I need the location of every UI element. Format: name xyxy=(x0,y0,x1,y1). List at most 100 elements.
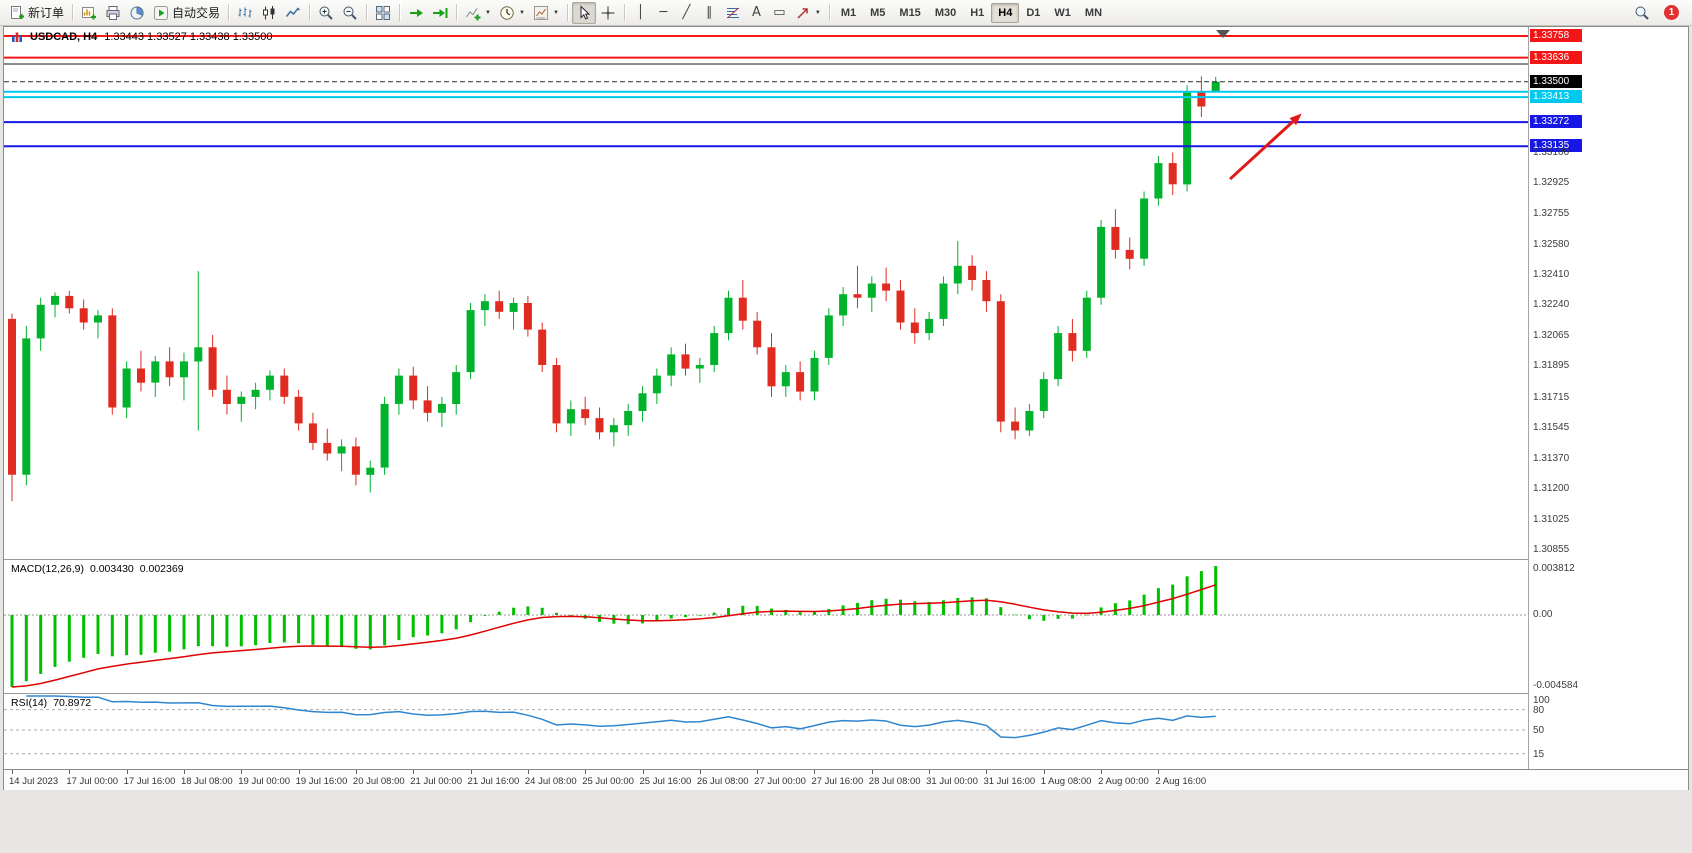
macd-panel[interactable] xyxy=(4,560,1528,693)
time-axis-label: 17 Jul 00:00 xyxy=(66,776,119,787)
timeframe-m30[interactable]: M30 xyxy=(934,6,957,19)
rsi-axis-label: 80 xyxy=(1533,704,1545,716)
time-axis-label: 1 Aug 08:00 xyxy=(1040,776,1092,787)
chart-shift-marker[interactable] xyxy=(1216,30,1230,38)
time-axis-label: 14 Jul 2023 xyxy=(9,776,59,787)
axis-tick-label: 1.32580 xyxy=(1533,238,1570,250)
chart-symbol-period: USDCAD, H4 xyxy=(30,31,98,43)
price-line-label: 1.33636 xyxy=(1530,50,1582,64)
profiles-button[interactable] xyxy=(101,2,125,24)
periods-icon xyxy=(499,5,515,21)
auto-scroll-button[interactable] xyxy=(404,2,428,24)
crosshair-button[interactable] xyxy=(596,2,620,24)
tile-windows-button[interactable] xyxy=(371,2,395,24)
candlestick-mode-button[interactable] xyxy=(257,2,281,24)
timeframe-m15[interactable]: M15 xyxy=(899,6,921,19)
axis-tick-label: 1.30855 xyxy=(1533,544,1570,555)
axis-tick-label: 1.32755 xyxy=(1533,207,1570,219)
panel-splitter-rsi[interactable] xyxy=(4,693,1688,694)
toolbar-separator xyxy=(828,4,830,21)
timeframe-m1[interactable]: M1 xyxy=(840,6,857,19)
market-watch-icon xyxy=(129,5,145,21)
timeframe-h1[interactable]: H1 xyxy=(970,6,985,19)
autotrading-label: 自动交易 xyxy=(172,6,221,20)
axis-tick-label: 1.31715 xyxy=(1533,391,1570,403)
autotrading-button[interactable]: 自动交易 xyxy=(149,2,224,24)
time-axis[interactable]: 14 Jul 2023 17 Jul 00:00 17 Jul 16:00 18 Ju… xyxy=(4,769,1688,790)
arrows-icon xyxy=(795,5,811,21)
indicators-icon xyxy=(465,5,481,21)
axis-tick-label: 1.31370 xyxy=(1533,452,1570,464)
periods-button[interactable]: ▼ xyxy=(495,2,529,24)
horizontal-line-button[interactable]: ─ xyxy=(652,2,675,24)
bar-chart-mode-button[interactable] xyxy=(233,2,257,24)
zoom-in-button[interactable] xyxy=(314,2,338,24)
trendline-button[interactable]: ╱ xyxy=(675,2,698,24)
text-button[interactable]: A xyxy=(745,2,768,24)
rsi-panel[interactable] xyxy=(4,694,1528,769)
templates-icon xyxy=(533,5,549,21)
search-icon[interactable] xyxy=(1634,5,1650,21)
time-tick xyxy=(241,770,243,774)
fibonacci-icon xyxy=(725,5,741,21)
time-axis-label: 27 Jul 16:00 xyxy=(811,776,864,787)
time-tick xyxy=(585,770,587,774)
tile-windows-icon xyxy=(375,5,391,21)
timeframe-d1[interactable]: D1 xyxy=(1026,6,1041,19)
trend-arrow-annotation[interactable] xyxy=(1229,113,1302,181)
chart-window: 1.33758 1.33636 1.33500 1.33413 1.33272 1.331… xyxy=(3,26,1689,790)
autotrading-icon xyxy=(153,5,169,21)
equidistant-channel-icon: ∥ xyxy=(706,5,713,20)
time-tick xyxy=(298,770,300,774)
timeframe-h4[interactable]: H4 xyxy=(991,2,1020,23)
macd-main-value: 0.003430 xyxy=(89,563,134,575)
cursor-icon xyxy=(576,5,592,21)
equidistant-channel-button[interactable]: ∥ xyxy=(698,2,721,24)
macd-name: MACD(12,26,9) xyxy=(11,563,84,575)
zoom-out-icon xyxy=(342,5,358,21)
chart-shift-button[interactable] xyxy=(428,2,452,24)
time-axis-label: 28 Jul 08:00 xyxy=(868,776,921,787)
fibonacci-button[interactable] xyxy=(721,2,745,24)
axis-tick-label: 1.31025 xyxy=(1533,513,1570,525)
time-tick xyxy=(986,770,988,774)
time-tick xyxy=(642,770,644,774)
auto-scroll-icon xyxy=(408,5,424,21)
timeframe-mn[interactable]: MN xyxy=(1084,6,1103,19)
rsi-axis-label: 15 xyxy=(1533,748,1545,760)
time-tick xyxy=(929,770,931,774)
new-order-icon xyxy=(9,5,25,21)
time-axis-label: 25 Jul 16:00 xyxy=(639,776,692,787)
price-axis[interactable]: 1.33758 1.33636 1.33500 1.33413 1.33272 1.331… xyxy=(1528,27,1688,769)
price-line-label: 1.33413 xyxy=(1530,90,1582,104)
arrows-button[interactable]: ▼ xyxy=(791,2,825,24)
new-chart-button[interactable] xyxy=(77,2,101,24)
text-label-icon: ▭ xyxy=(773,5,786,20)
panel-splitter-macd[interactable] xyxy=(4,559,1688,560)
arrows-caret-icon: ▼ xyxy=(814,9,821,16)
notification-badge[interactable]: 1 xyxy=(1664,5,1679,20)
time-tick xyxy=(12,770,13,774)
time-tick xyxy=(527,770,529,774)
rsi-indicator-label: RSI(14) 70.8972 xyxy=(11,697,97,709)
toolbar-separator xyxy=(366,4,368,21)
macd-axis-zero: 0.00 xyxy=(1533,608,1553,620)
text-label-button[interactable]: ▭ xyxy=(768,2,791,24)
time-tick xyxy=(355,770,357,774)
horizontal-lines-layer[interactable] xyxy=(4,35,1528,148)
price-chart-panel[interactable] xyxy=(4,27,1528,559)
time-axis-label: 19 Jul 00:00 xyxy=(238,776,291,787)
market-watch-button[interactable] xyxy=(125,2,149,24)
cursor-button[interactable] xyxy=(571,1,596,24)
templates-button[interactable]: ▼ xyxy=(529,2,563,24)
zoom-out-button[interactable] xyxy=(338,2,362,24)
timeframe-m5[interactable]: M5 xyxy=(870,6,886,19)
time-axis-label: 2 Aug 00:00 xyxy=(1098,776,1149,787)
line-chart-mode-button[interactable] xyxy=(281,2,305,24)
time-tick xyxy=(1043,770,1045,774)
time-tick xyxy=(1158,770,1160,774)
vertical-line-button[interactable]: │ xyxy=(629,2,652,24)
indicators-button[interactable]: ▼ xyxy=(461,2,495,24)
timeframe-w1[interactable]: W1 xyxy=(1054,6,1071,19)
new-order-button[interactable]: 新订单 xyxy=(5,2,68,24)
